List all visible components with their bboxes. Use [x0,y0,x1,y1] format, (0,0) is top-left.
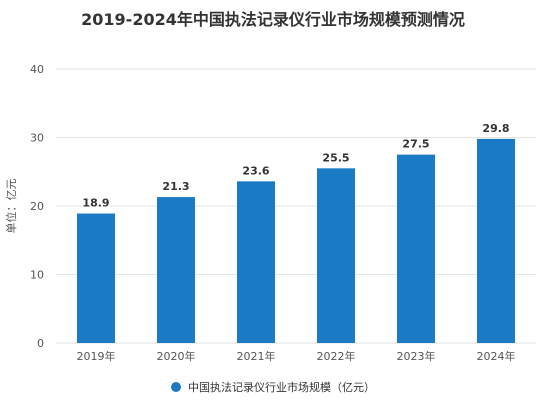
x-tick-label: 2023年 [397,349,436,363]
data-label: 25.5 [322,151,349,164]
legend-marker [171,382,181,392]
chart-title: 2019-2024年中国执法记录仪行业市场规模预测情况 [81,10,465,29]
data-label: 18.9 [82,197,109,210]
bar [397,154,435,343]
y-tick-label: 0 [37,337,44,350]
bar [237,181,275,343]
x-tick-label: 2022年 [317,349,356,363]
data-label: 27.5 [402,138,429,151]
y-axis-label: 单位：亿元 [4,179,18,234]
bar [317,168,355,343]
y-tick-label: 30 [30,132,44,145]
data-label: 29.8 [482,122,509,135]
x-tick-label: 2020年 [157,349,196,363]
legend-label: 中国执法记录仪行业市场规模（亿元） [188,381,375,394]
grid-lines [56,68,536,344]
data-label: 21.3 [162,180,189,193]
x-tick-label: 2024年 [477,349,516,363]
y-tick-label: 40 [30,63,44,76]
data-labels: 18.9 21.3 23.6 25.5 27.5 29.8 [82,122,509,210]
legend: 中国执法记录仪行业市场规模（亿元） [0,379,546,395]
y-tick-label: 20 [30,200,44,213]
bar [157,197,195,343]
y-axis-ticks: 0 10 20 30 40 [30,63,44,350]
x-tick-label: 2019年 [77,349,116,363]
bar [477,138,515,343]
x-axis-ticks: 2019年 2020年 2021年 2022年 2023年 2024年 [77,349,516,363]
y-tick-label: 10 [30,269,44,282]
bars [77,138,515,343]
data-label: 23.6 [242,164,269,177]
bar [77,213,115,343]
x-tick-label: 2021年 [237,349,276,363]
